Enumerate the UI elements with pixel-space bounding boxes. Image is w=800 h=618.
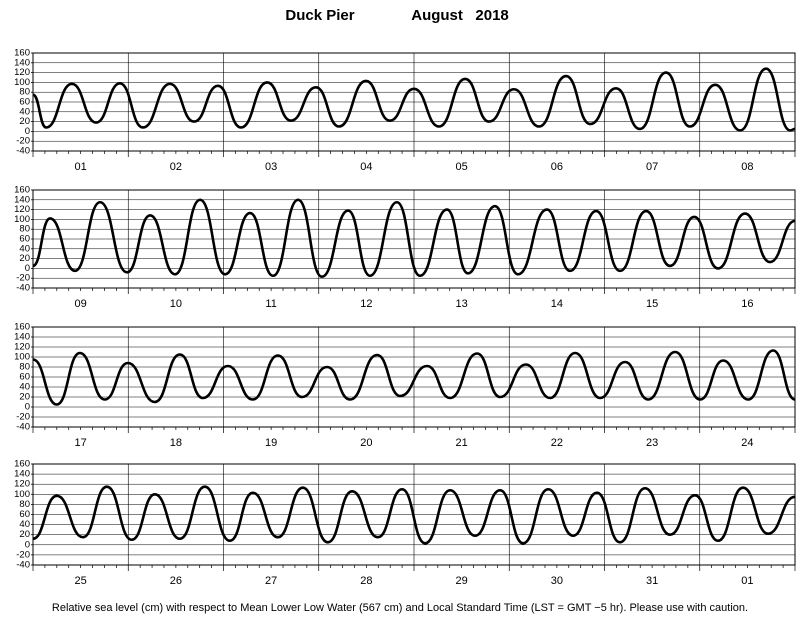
- y-tick-label: 100: [14, 489, 30, 500]
- day-label: 28: [360, 575, 372, 587]
- plot-frame: [32, 189, 796, 289]
- y-tick-label: -40: [16, 560, 30, 571]
- y-tick-label: -40: [16, 146, 30, 157]
- y-tick-label: 140: [14, 57, 30, 68]
- day-label: 31: [646, 575, 658, 587]
- day-label: 07: [646, 161, 658, 173]
- y-tick-label: 120: [14, 479, 30, 490]
- y-tick-label: 0: [25, 126, 30, 137]
- day-label: 09: [75, 298, 87, 310]
- footer: Relative sea level (cm) with respect to …: [52, 602, 748, 614]
- y-tick-label: 160: [14, 48, 30, 59]
- y-tick-label: 120: [14, 342, 30, 353]
- y-tick-label: 140: [14, 469, 30, 480]
- y-tick-label: 80: [19, 362, 30, 373]
- day-label: 12: [360, 298, 372, 310]
- y-tick-label: 20: [19, 529, 30, 540]
- tide-line: [32, 198, 796, 279]
- y-tick-label: 20: [19, 392, 30, 403]
- day-label: 11: [265, 298, 276, 310]
- y-tick-label: 160: [14, 459, 30, 470]
- day-label: 21: [456, 437, 468, 449]
- y-tick-label: 40: [19, 382, 30, 393]
- day-label: 06: [551, 161, 563, 173]
- title: Duck Pier: [285, 7, 354, 24]
- y-tick-label: 160: [14, 185, 30, 196]
- day-label: 03: [265, 161, 277, 173]
- date: August 2018: [411, 7, 509, 24]
- tide-line: [32, 349, 796, 406]
- y-tick-label: 160: [14, 322, 30, 333]
- day-label: 04: [360, 161, 372, 173]
- day-label: 24: [741, 437, 753, 449]
- y-tick-label: 60: [19, 97, 30, 108]
- day-label: 15: [646, 298, 658, 310]
- day-label: 25: [75, 575, 87, 587]
- y-tick-label: -20: [16, 136, 30, 147]
- day-label: 18: [170, 437, 182, 449]
- y-tick-label: -20: [16, 273, 30, 284]
- y-tick-label: -40: [16, 422, 30, 433]
- day-label: 30: [551, 575, 563, 587]
- day-label: 27: [265, 575, 277, 587]
- day-label: 10: [170, 298, 182, 310]
- y-tick-label: 0: [25, 263, 30, 274]
- y-tick-label: -40: [16, 283, 30, 294]
- y-tick-label: 80: [19, 499, 30, 510]
- day-label: 22: [551, 437, 563, 449]
- day-label: 20: [360, 437, 372, 449]
- plot-frame: [32, 52, 796, 152]
- day-label: 19: [265, 437, 277, 449]
- tide-line: [32, 485, 796, 545]
- day-label: 01: [75, 161, 87, 173]
- day-label: 01: [741, 575, 753, 587]
- y-tick-label: 60: [19, 509, 30, 520]
- day-label: 13: [456, 298, 468, 310]
- tide-line: [32, 67, 796, 132]
- day-label: 05: [456, 161, 468, 173]
- y-tick-label: 120: [14, 204, 30, 215]
- y-tick-label: 140: [14, 332, 30, 343]
- y-tick-label: -20: [16, 549, 30, 560]
- day-label: 14: [551, 298, 563, 310]
- day-label: 17: [75, 437, 87, 449]
- y-tick-label: 0: [25, 539, 30, 550]
- y-tick-label: 100: [14, 77, 30, 88]
- day-label: 26: [170, 575, 182, 587]
- y-tick-label: 60: [19, 234, 30, 245]
- y-tick-label: 60: [19, 372, 30, 383]
- y-tick-label: 20: [19, 116, 30, 127]
- day-label: 16: [741, 298, 753, 310]
- y-tick-label: 0: [25, 402, 30, 413]
- y-tick-label: 80: [19, 87, 30, 98]
- y-tick-label: 140: [14, 194, 30, 205]
- y-tick-label: 40: [19, 106, 30, 117]
- day-label: 08: [741, 161, 753, 173]
- y-tick-label: 40: [19, 243, 30, 254]
- day-label: 02: [170, 161, 182, 173]
- plot-frame: [32, 463, 796, 566]
- y-tick-label: 80: [19, 224, 30, 235]
- day-label: 29: [456, 575, 468, 587]
- plot-frame: [32, 326, 796, 428]
- y-tick-label: 100: [14, 352, 30, 363]
- y-tick-label: 120: [14, 67, 30, 78]
- y-tick-label: 40: [19, 519, 30, 530]
- y-tick-label: -20: [16, 412, 30, 423]
- y-tick-label: 20: [19, 253, 30, 264]
- y-tick-label: 100: [14, 214, 30, 225]
- day-label: 23: [646, 437, 658, 449]
